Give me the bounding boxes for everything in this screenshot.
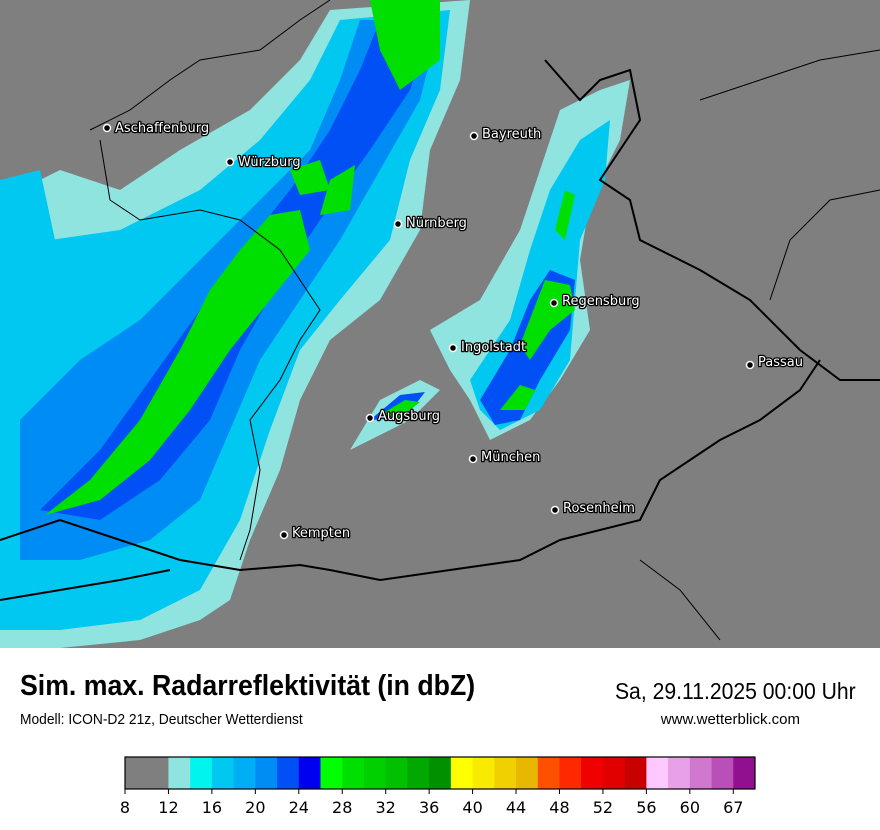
legend-tick-label: 52 (593, 798, 613, 817)
color-legend: 8 12 16 20 24 28 32 36 40 44 48 52 56 60 67 (120, 756, 756, 817)
legend-tick-label: 24 (289, 798, 309, 817)
legend-bin (190, 757, 213, 789)
legend-bin (385, 757, 408, 789)
legend-bin (320, 757, 343, 789)
legend-bins (125, 757, 756, 789)
legend-bin (211, 757, 235, 789)
city-label: München (481, 450, 540, 465)
city-label: Regensburg (562, 294, 640, 309)
legend-tick-label: 12 (158, 798, 178, 817)
legend-bin (407, 757, 430, 789)
legend-bin (255, 757, 278, 789)
city-label: Würzburg (238, 155, 301, 170)
legend-bin (233, 757, 256, 789)
legend-tick-label: 40 (462, 798, 482, 817)
legend-bin (298, 757, 322, 789)
legend-tick-label: 56 (636, 798, 656, 817)
legend-tick-label: 32 (376, 798, 396, 817)
city-passau: Passau (745, 354, 804, 371)
radar-map: Aschaffenburg Würzburg Bayreuth Nürnberg… (0, 0, 880, 648)
legend-bin (581, 757, 604, 789)
legend-bin (646, 757, 669, 789)
forecast-datetime: Sa, 29.11.2025 00:00 Uhr (615, 678, 856, 704)
legend-tick-label: 60 (680, 798, 700, 817)
legend-bin (602, 757, 626, 789)
city-wuerzburg: Würzburg (225, 154, 302, 171)
state-borders (89, 0, 880, 641)
city-label: Rosenheim (563, 501, 635, 516)
city-label: Aschaffenburg (115, 121, 209, 136)
legend-bin (363, 757, 387, 789)
legend-bin (494, 757, 517, 789)
city-bayreuth: Bayreuth (469, 126, 543, 143)
country-borders (0, 59, 880, 601)
legend-bin (146, 757, 169, 789)
map-title: Sim. max. Radarreflektivität (in dbZ) (20, 670, 476, 702)
legend-bin (168, 757, 191, 789)
legend-bin (125, 757, 148, 789)
city-label: Kempten (292, 526, 350, 541)
legend-tick-label: 20 (245, 798, 265, 817)
legend-bin (277, 757, 300, 789)
city-label: Bayreuth (482, 127, 541, 142)
legend-tick-label: 67 (723, 798, 743, 817)
legend-bin (711, 757, 734, 789)
legend-bin (689, 757, 713, 789)
legend-bin (516, 757, 539, 789)
city-label: Ingolstadt (461, 340, 526, 355)
legend-bin (559, 757, 582, 789)
city-regensburg: Regensburg (549, 293, 641, 310)
city-markers: Aschaffenburg Würzburg Bayreuth Nürnberg… (102, 120, 804, 542)
precipitation-field (0, 0, 630, 648)
legend-tick-label: 28 (332, 798, 352, 817)
city-muenchen: München (468, 449, 542, 466)
city-label: Passau (758, 355, 803, 370)
city-kempten: Kempten (279, 525, 351, 542)
city-rosenheim: Rosenheim (550, 500, 636, 517)
legend-tick-label: 16 (202, 798, 222, 817)
city-augsburg: Augsburg (365, 408, 441, 425)
legend-ticks: 8 12 16 20 24 28 32 36 40 44 48 52 56 60 67 (120, 789, 743, 817)
legend-bin (450, 757, 474, 789)
city-label: Nürnberg (406, 216, 467, 231)
legend-frame (124, 756, 756, 790)
city-nuernberg: Nürnberg (393, 215, 468, 232)
legend-bin (429, 757, 452, 789)
legend-tick-label: 44 (506, 798, 526, 817)
legend-tick-label: 48 (549, 798, 569, 817)
legend-bin (733, 757, 756, 789)
model-source: Modell: ICON-D2 21z, Deutscher Wetterdie… (20, 711, 303, 728)
city-label: Augsburg (378, 409, 440, 424)
legend-bin (668, 757, 691, 789)
legend-bin (624, 757, 647, 789)
legend-bin (537, 757, 560, 789)
city-ingolstadt: Ingolstadt (448, 339, 527, 356)
legend-bin (472, 757, 495, 789)
legend-bin (342, 757, 365, 789)
city-aschaffenburg: Aschaffenburg (102, 120, 210, 137)
legend-tick-label: 8 (120, 798, 130, 817)
legend-tick-label: 36 (419, 798, 439, 817)
website-link[interactable]: www.wetterblick.com (660, 711, 800, 728)
